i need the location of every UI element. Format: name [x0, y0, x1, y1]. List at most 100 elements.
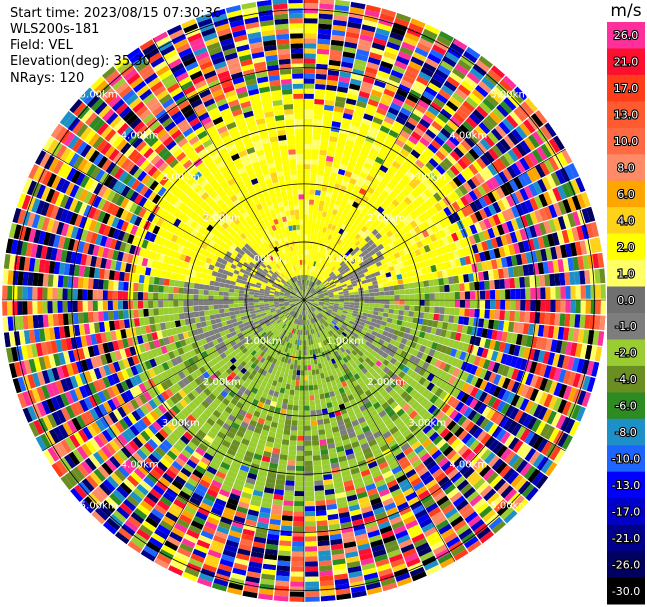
velocity-gate [441, 269, 449, 278]
velocity-gate [379, 125, 391, 134]
velocity-gate [350, 173, 359, 181]
velocity-gate [342, 236, 349, 243]
velocity-gate [325, 238, 331, 245]
velocity-gate [411, 242, 419, 251]
velocity-gate [330, 197, 337, 205]
velocity-gate [547, 189, 558, 204]
velocity-gate [422, 90, 435, 102]
velocity-gate [451, 267, 458, 276]
velocity-gate [439, 209, 448, 219]
velocity-gate [384, 291, 390, 296]
velocity-gate [328, 59, 341, 67]
velocity-gate [433, 135, 445, 147]
velocity-gate [548, 156, 560, 171]
velocity-gate [317, 281, 322, 286]
velocity-gate [317, 231, 322, 237]
velocity-gate [394, 156, 404, 166]
velocity-gate [354, 233, 361, 240]
velocity-gate [584, 270, 591, 285]
velocity-gate [397, 134, 408, 144]
velocity-gate [550, 286, 556, 299]
velocity-gate [334, 4, 350, 12]
velocity-gate [517, 265, 525, 277]
velocity-gate [314, 267, 319, 273]
velocity-gate [317, 290, 323, 294]
velocity-gate [443, 206, 452, 217]
velocity-gate [336, 273, 342, 278]
velocity-gate [336, 232, 342, 239]
velocity-gate [501, 197, 511, 210]
velocity-gate [445, 139, 457, 150]
velocity-gate [511, 146, 523, 160]
velocity-gate [347, 287, 354, 291]
velocity-gate [420, 66, 434, 78]
velocity-gate [320, 270, 325, 276]
velocity-gate [405, 223, 414, 231]
velocity-gate [327, 69, 340, 77]
velocity-gate [377, 129, 388, 139]
velocity-gate [491, 189, 501, 201]
velocity-gate [332, 276, 338, 281]
velocity-gate [471, 244, 479, 254]
velocity-gate [304, 224, 308, 230]
velocity-gate [324, 260, 329, 267]
velocity-gate [326, 155, 334, 162]
velocity-gate [389, 290, 395, 296]
velocity-gate [368, 232, 375, 240]
velocity-gate [365, 4, 381, 13]
velocity-gate [307, 280, 311, 286]
velocity-gate [405, 205, 414, 214]
velocity-gate [523, 119, 536, 134]
velocity-gate [320, 190, 327, 197]
velocity-gate [503, 245, 511, 257]
velocity-gate [376, 279, 383, 284]
velocity-gate [349, 177, 357, 185]
velocity-gate [305, 269, 307, 275]
velocity-gate [375, 198, 383, 206]
velocity-gate [487, 163, 498, 176]
velocity-gate [313, 119, 323, 125]
velocity-gate [401, 217, 410, 226]
velocity-gate [422, 273, 429, 281]
velocity-gate [392, 186, 402, 195]
velocity-gate [345, 238, 352, 246]
velocity-gate [478, 122, 491, 135]
velocity-gate [330, 131, 339, 138]
velocity-gate [339, 71, 352, 79]
velocity-gate [333, 290, 339, 294]
velocity-gate [338, 206, 345, 213]
velocity-gate [346, 221, 353, 228]
velocity-gate [398, 249, 405, 257]
velocity-gate [331, 121, 341, 128]
velocity-gate [440, 245, 448, 255]
velocity-gate [585, 285, 591, 299]
velocity-gate [320, 134, 330, 141]
velocity-gate [361, 279, 368, 285]
velocity-gate [327, 287, 333, 291]
velocity-gate [357, 44, 371, 52]
velocity-gate [324, 273, 329, 279]
velocity-gate [377, 283, 384, 288]
velocity-gate [344, 41, 358, 49]
velocity-gate [512, 266, 520, 277]
velocity-gate [304, 199, 309, 205]
velocity-gate [384, 156, 394, 165]
velocity-gate [479, 169, 490, 182]
velocity-gate [411, 176, 421, 186]
velocity-gate [319, 221, 325, 227]
velocity-gate [439, 307, 445, 315]
velocity-gate [546, 174, 557, 189]
velocity-gate [341, 180, 349, 187]
velocity-gate [363, 271, 370, 277]
velocity-gate [527, 116, 540, 131]
velocity-gate [438, 30, 454, 43]
velocity-gate [309, 298, 314, 300]
velocity-gate [315, 83, 326, 90]
velocity-gate [349, 83, 361, 91]
velocity-gate [500, 257, 508, 268]
velocity-gate [329, 300, 335, 302]
velocity-gate [419, 246, 426, 255]
velocity-gate [371, 143, 382, 152]
velocity-gate [374, 173, 383, 182]
velocity-gate [340, 223, 347, 231]
